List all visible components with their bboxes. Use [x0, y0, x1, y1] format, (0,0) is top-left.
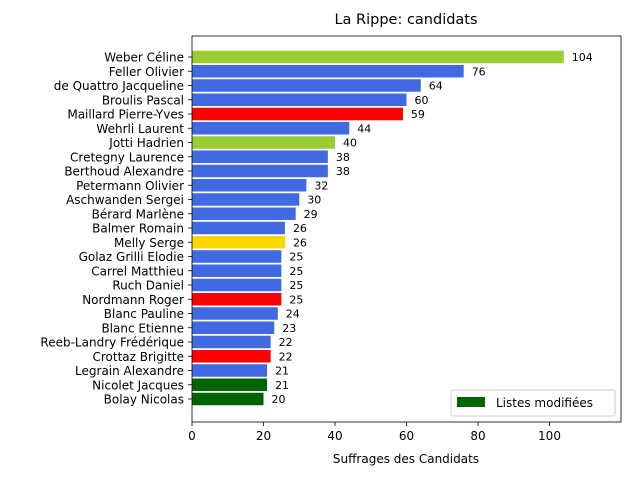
x-tick-label: 40 — [327, 429, 342, 443]
bar-value-label: 60 — [415, 94, 429, 107]
bar — [192, 93, 407, 106]
bar-value-label: 32 — [314, 179, 328, 192]
category-label: Broulis Pascal — [102, 93, 184, 107]
category-label: Balmer Romain — [92, 222, 184, 236]
bar-value-label: 64 — [429, 80, 443, 93]
bar-value-label: 22 — [279, 336, 293, 349]
category-label: Crottaz Brigitte — [92, 350, 184, 364]
legend: Listes modifiées — [450, 389, 616, 417]
bar-value-label: 25 — [289, 279, 303, 292]
x-tick-label: 100 — [538, 429, 561, 443]
bar — [192, 207, 296, 220]
bar — [192, 350, 271, 363]
category-label: Maillard Pierre-Yves — [67, 108, 184, 122]
category-label: Blanc Etienne — [101, 321, 184, 335]
bar-value-label: 40 — [343, 137, 357, 150]
bar — [192, 278, 282, 292]
bar-value-label: 44 — [357, 122, 371, 135]
bar — [192, 164, 328, 178]
category-label: Nicolet Jacques — [92, 378, 184, 392]
plot-frame — [191, 35, 622, 423]
bar — [192, 193, 300, 206]
bar — [192, 321, 275, 334]
bar-value-label: 26 — [293, 236, 307, 249]
category-label: Legrain Alexandre — [75, 364, 184, 378]
bar — [192, 364, 268, 377]
bar-value-label: 20 — [272, 393, 286, 406]
category-label: Reeb-Landry Frédérique — [40, 336, 184, 350]
value-label-group: 1047664605944403838323029262625252525242… — [272, 51, 593, 406]
bar-value-label: 104 — [572, 51, 593, 64]
bar — [192, 65, 464, 78]
bar-value-label: 76 — [472, 65, 486, 78]
bar — [192, 264, 282, 277]
category-label: Berthoud Alexandre — [64, 165, 184, 179]
category-label: Weber Céline — [104, 51, 184, 65]
bar — [192, 293, 282, 306]
bar — [192, 250, 282, 263]
x-tick-label: 0 — [188, 429, 196, 443]
category-label: Bérard Marlène — [92, 207, 184, 221]
category-label: Bolay Nicolas — [104, 393, 184, 407]
category-label: Carrel Matthieu — [91, 264, 184, 278]
bar-value-label: 24 — [286, 308, 300, 321]
category-label: Aschwanden Sergei — [66, 193, 184, 207]
legend-label: Listes modifiées — [496, 396, 593, 410]
bar-value-label: 26 — [293, 222, 307, 235]
bar — [192, 50, 564, 64]
category-label: Nordmann Roger — [82, 293, 184, 307]
category-label: de Quattro Jacqueline — [54, 79, 184, 93]
x-tick-label: 80 — [470, 429, 485, 443]
legend-swatch — [457, 397, 485, 407]
bar-value-label: 23 — [282, 322, 296, 335]
bar-value-label: 25 — [289, 293, 303, 306]
bar-value-label: 21 — [275, 379, 289, 392]
bar — [192, 221, 285, 235]
bar — [192, 307, 278, 320]
bar — [192, 236, 285, 249]
category-label: Blanc Pauline — [104, 307, 184, 321]
category-label: Golaz Grilli Elodie — [79, 250, 184, 264]
x-tick-group: 0 20 40 60 80 100 — [188, 422, 561, 443]
bar — [192, 179, 307, 192]
bar — [192, 107, 403, 121]
category-label: Melly Serge — [114, 236, 184, 250]
bar-value-label: 29 — [304, 208, 318, 221]
category-label: Petermann Olivier — [76, 179, 184, 193]
bar — [192, 335, 271, 349]
bar-value-label: 38 — [336, 165, 350, 178]
x-tick-label: 60 — [399, 429, 414, 443]
bar — [192, 122, 350, 135]
bar-value-label: 38 — [336, 151, 350, 164]
category-label: Feller Olivier — [109, 65, 184, 79]
bar-value-label: 25 — [289, 265, 303, 278]
x-tick-label: 20 — [256, 429, 271, 443]
bar-group — [192, 50, 564, 406]
category-label: Wehrli Laurent — [96, 122, 184, 136]
bar — [192, 136, 335, 149]
x-axis-label: Suffrages des Candidats — [333, 452, 479, 466]
bar — [192, 378, 268, 391]
bar-value-label: 25 — [289, 251, 303, 264]
legend-box — [450, 389, 616, 417]
bar — [192, 79, 421, 92]
bar — [192, 150, 328, 163]
bar-value-label: 22 — [279, 350, 293, 363]
chart-title: La Rippe: candidats — [334, 12, 477, 28]
bar-value-label: 59 — [411, 108, 425, 121]
bar-value-label: 21 — [275, 365, 289, 378]
bar — [192, 392, 264, 406]
category-label: Ruch Daniel — [112, 279, 184, 293]
bar-value-label: 30 — [307, 194, 321, 207]
category-label: Jotti Hadrien — [108, 136, 184, 150]
category-label: Cretegny Laurence — [70, 150, 184, 164]
